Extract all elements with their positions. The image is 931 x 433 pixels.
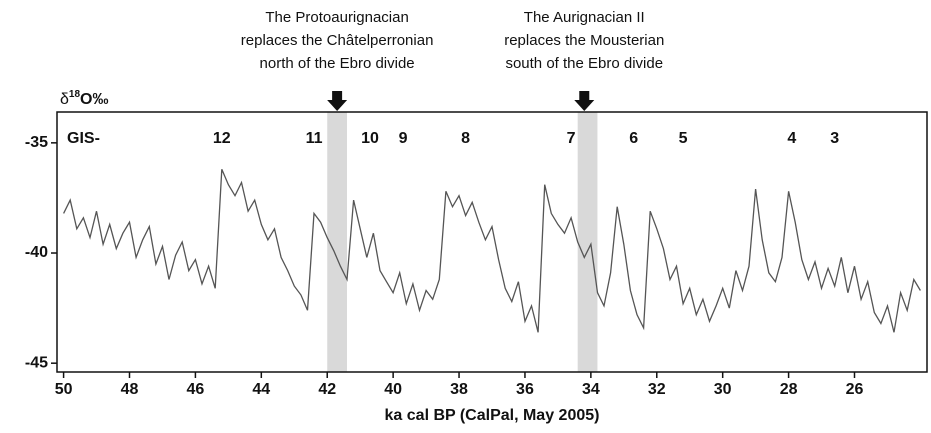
x-tick-label: 44	[252, 381, 270, 398]
annotation-line: north of the Ebro divide	[260, 55, 415, 72]
gis-label: 10	[361, 130, 379, 147]
annotation-line: replaces the Châtelperronian	[241, 32, 434, 49]
x-tick-label: 28	[780, 381, 798, 398]
data-line	[63, 169, 921, 333]
x-tick-label: 30	[714, 381, 732, 398]
annotation-line: The Aurignacian II	[524, 9, 645, 26]
y-label-base: δ	[60, 91, 69, 108]
y-label-rest: O‰	[80, 91, 108, 108]
gis-label: 6	[629, 130, 638, 147]
x-axis-label: ka cal BP (CalPal, May 2005)	[385, 407, 600, 424]
x-tick-label: 46	[187, 381, 205, 398]
x-tick-label: 48	[121, 381, 139, 398]
gis-label: 11	[306, 130, 323, 147]
gis-label: 4	[787, 130, 796, 147]
highlight-band	[577, 112, 598, 372]
gis-label: 5	[679, 130, 688, 147]
annotation-line: replaces the Mousterian	[504, 32, 664, 49]
x-tick-label: 26	[846, 381, 864, 398]
annotation-arrow	[574, 91, 595, 111]
gis-label: 8	[461, 130, 470, 147]
y-tick-label: -40	[25, 244, 48, 261]
x-tick-label: 32	[648, 381, 666, 398]
x-tick-label: 38	[450, 381, 468, 398]
annotation-line: The Protoaurignacian	[265, 9, 408, 26]
y-axis-label: δ18O‰	[60, 89, 108, 109]
gis-label: 3	[830, 130, 839, 147]
plot-frame	[56, 111, 928, 373]
gis-prefix: GIS-	[67, 130, 100, 147]
x-tick-label: 50	[55, 381, 73, 398]
gis-label: 7	[567, 130, 576, 147]
annotation-arrow	[327, 91, 348, 111]
annotation-line: south of the Ebro divide	[505, 55, 663, 72]
y-label-sup: 18	[69, 89, 81, 100]
x-tick-label: 42	[318, 381, 336, 398]
gis-label: 9	[399, 130, 408, 147]
x-tick-label: 36	[516, 381, 534, 398]
y-tick-label: -45	[25, 354, 48, 371]
x-tick-label: 34	[582, 381, 600, 398]
gis-label: 12	[213, 130, 231, 147]
x-tick-label: 40	[384, 381, 402, 398]
highlight-band	[327, 112, 347, 372]
y-tick-label: -35	[25, 134, 48, 151]
